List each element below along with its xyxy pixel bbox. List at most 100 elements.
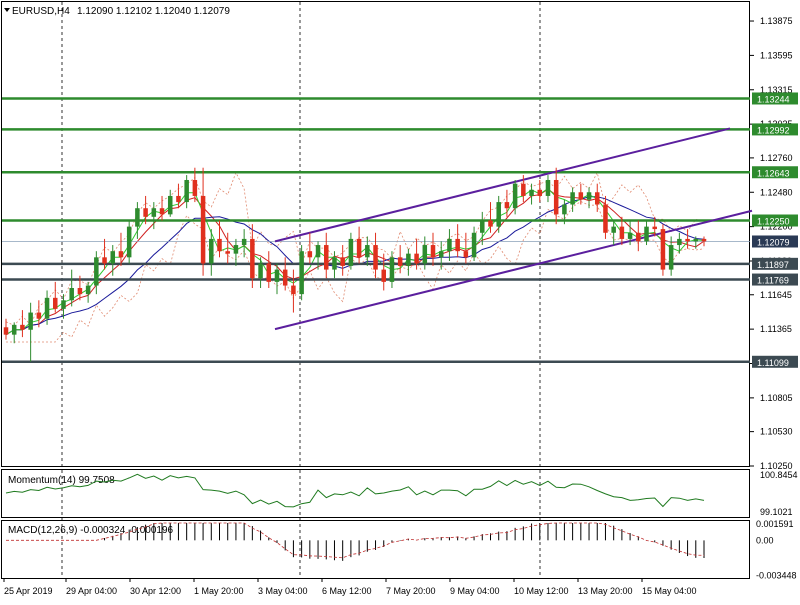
level-label-bg <box>752 214 798 227</box>
candle-body <box>677 238 682 246</box>
level-label-bg <box>752 123 798 136</box>
channel-upper-line[interactable] <box>274 127 731 243</box>
candle-body <box>258 263 263 279</box>
candle-body <box>463 251 469 258</box>
candle-body <box>701 238 707 242</box>
time-tick-label: 10 May 12:00 <box>514 586 569 596</box>
momentum-tick-label: 100.8454 <box>760 470 798 480</box>
candle-body <box>586 192 592 200</box>
candle-body <box>562 204 567 215</box>
candle-body <box>348 238 354 266</box>
candle-body <box>406 253 411 266</box>
level-label: 1.12079 <box>757 237 790 247</box>
candle-body <box>85 285 91 295</box>
price-tick-label: 1.13875 <box>760 16 793 26</box>
time-tick-label: 3 May 04:00 <box>258 586 308 596</box>
macd-signal-line <box>6 522 705 559</box>
macd-tick-label: 0.00 <box>756 535 774 545</box>
ichimoku-cloud <box>5 171 705 343</box>
candle-body <box>685 238 690 242</box>
candle-body <box>455 238 460 252</box>
candle-body <box>627 232 633 239</box>
candle-body <box>471 232 477 258</box>
level-label: 1.12643 <box>757 168 790 178</box>
macd-tick-label: 0.001591 <box>756 519 794 529</box>
level-label: 1.11897 <box>757 260 789 270</box>
time-tick-label: 1 May 20:00 <box>194 586 244 596</box>
time-tick-label: 13 May 20:00 <box>578 586 633 596</box>
momentum-axis: 100.8454 99.1021 <box>760 470 798 517</box>
candle-body <box>44 297 50 319</box>
candle-body <box>414 253 419 264</box>
chart-header: EURUSD,H4 1.12090 1.12102 1.12040 1.1207… <box>4 6 230 17</box>
candle-body <box>553 179 559 215</box>
candle-body <box>652 226 657 230</box>
candle-body <box>266 263 272 282</box>
candle-body <box>389 257 395 282</box>
level-label: 1.12250 <box>757 216 790 226</box>
candle-body <box>537 189 543 196</box>
trend-channel[interactable] <box>274 127 753 331</box>
candle-body <box>422 245 428 264</box>
candle-body <box>291 285 296 295</box>
candle-body <box>225 251 230 254</box>
macd-axis: 0.001591 0.00 -0.003448 <box>756 519 797 580</box>
candle-body <box>545 179 551 196</box>
candle-body <box>77 288 83 295</box>
candle-body <box>488 220 493 227</box>
price-panel-frame <box>1 1 750 467</box>
macd-panel-frame <box>1 520 750 579</box>
candle-body <box>299 251 304 295</box>
price-tick-label: 1.12480 <box>760 187 793 197</box>
candle-body <box>693 238 699 242</box>
candle-body <box>102 257 107 264</box>
momentum-line <box>5 473 705 508</box>
candle-body <box>36 312 42 319</box>
candle-body <box>20 324 25 330</box>
channel-lower-line[interactable] <box>274 209 753 331</box>
candle-body <box>644 226 649 242</box>
candle-body <box>11 324 17 335</box>
time-tick-label: 30 Apr 12:00 <box>130 586 181 596</box>
momentum-title: Momentum(14) 99.7508 <box>8 475 115 486</box>
candle-body <box>668 245 674 270</box>
macd-title: MACD(12,26,9) -0.000324 -0.000196 <box>8 525 174 536</box>
candle-body <box>315 245 321 258</box>
candle-body <box>233 245 239 254</box>
triangle-down-icon[interactable] <box>4 8 10 12</box>
level-label: 1.13244 <box>757 94 790 104</box>
cloud-upper-line <box>5 171 705 326</box>
symbol-label: EURUSD,H4 <box>12 6 70 17</box>
candle-body <box>594 192 600 205</box>
candle-body <box>636 232 641 242</box>
level-label-bg <box>752 355 798 368</box>
candles <box>3 167 707 362</box>
candle-body <box>603 204 608 233</box>
level-label-bg <box>752 92 798 105</box>
price-tick-label: 1.10530 <box>760 427 793 437</box>
cloud-lower-line <box>6 201 705 343</box>
level-labels: 1.13244 1.12992 1.12643 1.12250 1.12079 1.118… <box>752 92 798 368</box>
candle-body <box>167 195 173 215</box>
time-tick-label: 25 Apr 2019 <box>4 586 53 596</box>
candle-body <box>217 238 222 252</box>
price-tick-label: 1.13595 <box>760 50 793 60</box>
candle-body <box>200 195 206 264</box>
ma-fast-line <box>5 188 705 336</box>
candle-body <box>250 238 255 279</box>
horizontal-levels[interactable] <box>2 97 750 364</box>
price-tick-label: 1.12760 <box>760 153 793 163</box>
candle-body <box>176 195 181 203</box>
momentum-path <box>5 473 705 508</box>
price-tick-label: 1.13315 <box>760 85 793 95</box>
price-tick-label: 1.11645 <box>760 290 792 300</box>
price-tick-label: 1.10250 <box>760 461 793 471</box>
time-tick-label: 15 May 04:00 <box>642 586 697 596</box>
candle-body <box>397 257 403 266</box>
candle-body <box>282 269 288 286</box>
candle-body <box>365 245 370 258</box>
candle-body <box>126 226 132 258</box>
candle-body <box>430 245 436 258</box>
